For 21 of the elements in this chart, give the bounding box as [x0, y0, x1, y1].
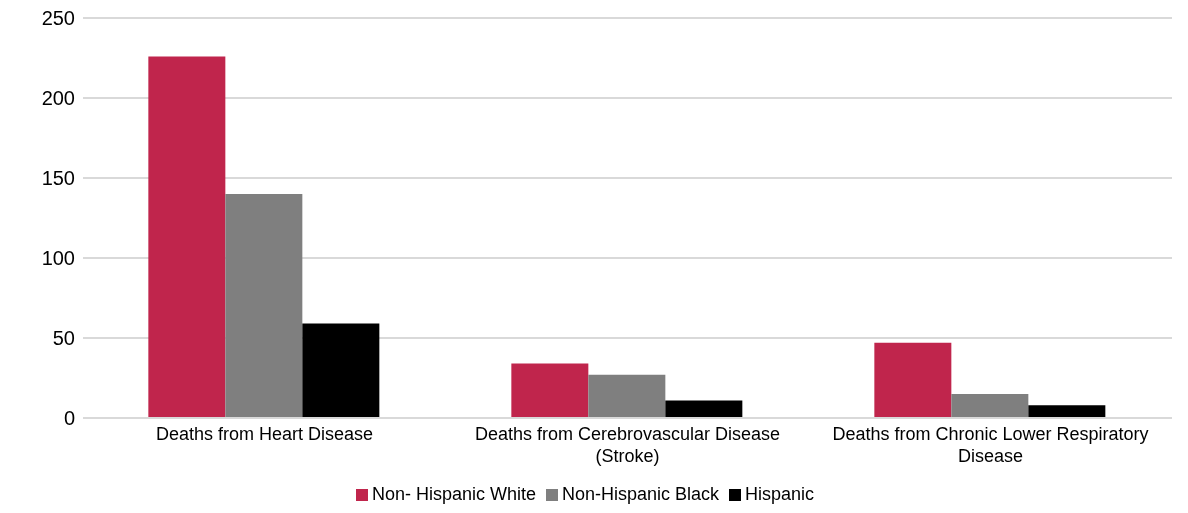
legend-label: Non- Hispanic White	[371, 484, 536, 504]
x-tick-label: Deaths from Cerebrovascular Disease (Stroke)	[474, 424, 781, 466]
bar	[1028, 405, 1106, 418]
bar	[874, 342, 952, 418]
bar	[588, 374, 666, 418]
legend-label: Non-Hispanic Black	[561, 484, 720, 504]
bar	[511, 363, 589, 418]
y-tick-label: 100	[41, 247, 75, 270]
legend-label: Hispanic	[745, 484, 815, 504]
bar	[148, 56, 226, 418]
bar	[225, 194, 303, 418]
bar	[665, 400, 743, 418]
x-tick-label: Deaths from Heart Disease	[155, 424, 374, 444]
bar	[302, 323, 380, 418]
x-tick-label: Deaths from Chronic Lower Respiratory Disease	[832, 424, 1149, 466]
y-tick-label: 150	[41, 167, 75, 190]
bar	[951, 394, 1029, 418]
y-tick-label: 250	[41, 7, 75, 30]
y-tick-label: 200	[41, 87, 75, 110]
y-tick-label: 0	[63, 407, 75, 430]
y-tick-label: 50	[52, 327, 75, 350]
